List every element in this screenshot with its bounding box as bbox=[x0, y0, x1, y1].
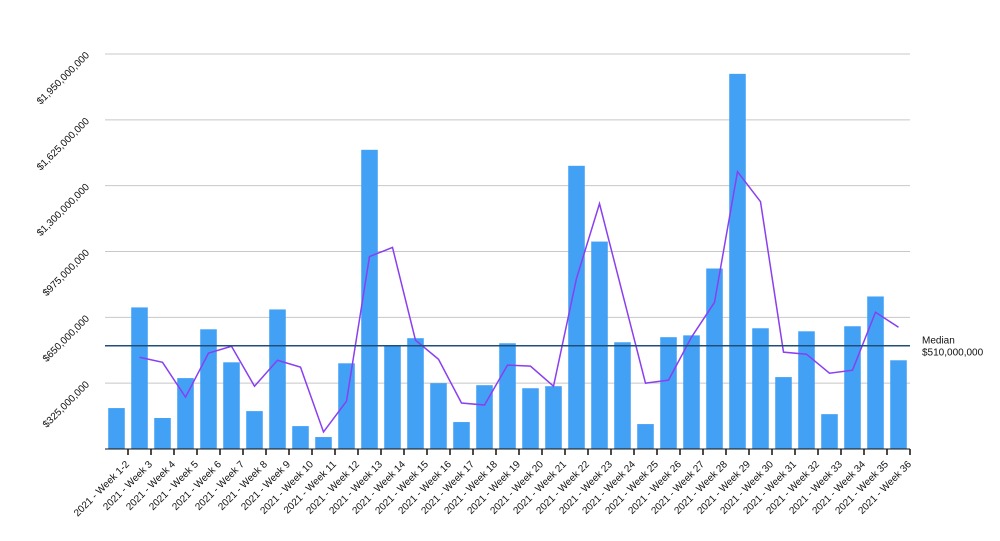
bar bbox=[890, 360, 907, 449]
bar bbox=[844, 326, 861, 449]
bar bbox=[108, 408, 125, 449]
y-tick-label: $325,000,000 bbox=[41, 379, 92, 430]
bar bbox=[867, 296, 884, 449]
median-value: $510,000,000 bbox=[922, 347, 984, 358]
y-tick-label: $1,300,000,000 bbox=[35, 182, 92, 239]
bar bbox=[752, 328, 769, 449]
y-tick-label: $1,625,000,000 bbox=[35, 116, 92, 173]
bar bbox=[568, 165, 585, 450]
bar bbox=[246, 411, 263, 449]
bar bbox=[361, 149, 378, 450]
bar bbox=[821, 414, 838, 449]
bar bbox=[292, 426, 309, 449]
bar bbox=[384, 345, 401, 449]
bar bbox=[637, 424, 654, 449]
bar bbox=[775, 377, 792, 449]
bar bbox=[614, 342, 631, 449]
bar bbox=[453, 422, 470, 449]
line bbox=[139, 169, 899, 434]
y-tick-label: $1,950,000,000 bbox=[35, 50, 92, 107]
bar bbox=[706, 268, 723, 449]
bar bbox=[177, 378, 194, 449]
median-title: Median bbox=[922, 335, 955, 346]
bar bbox=[499, 343, 516, 449]
bar bbox=[223, 362, 240, 449]
bar bbox=[683, 335, 700, 449]
bar bbox=[430, 383, 447, 449]
bar bbox=[476, 385, 493, 449]
bar bbox=[131, 307, 148, 449]
y-tick-label: $650,000,000 bbox=[41, 313, 92, 364]
bar bbox=[200, 329, 217, 449]
bar bbox=[522, 388, 539, 449]
bar bbox=[407, 338, 424, 449]
bar bbox=[798, 331, 815, 449]
y-tick-label: $975,000,000 bbox=[41, 247, 92, 298]
bar bbox=[545, 386, 562, 449]
bar bbox=[338, 363, 355, 449]
bar bbox=[269, 309, 286, 449]
bar bbox=[315, 437, 332, 449]
bar bbox=[660, 337, 677, 449]
bar bbox=[154, 418, 171, 449]
bar bbox=[729, 73, 746, 449]
